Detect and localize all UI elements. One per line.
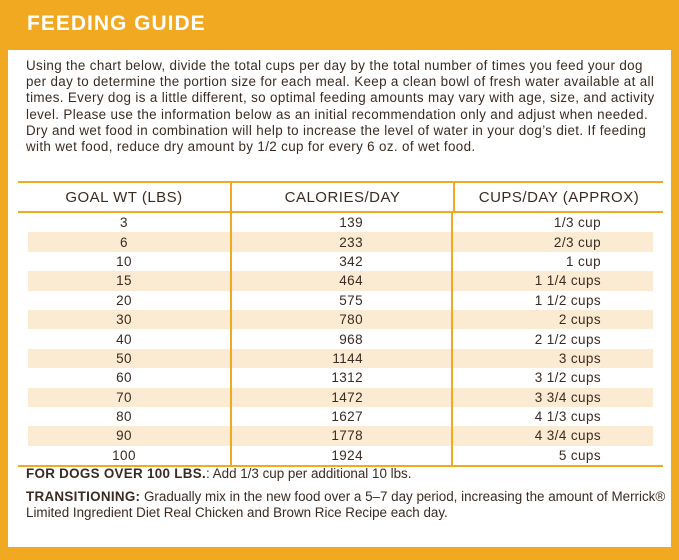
cell-calories: 342 xyxy=(232,251,453,272)
cell-cups: 4 1/3 cups xyxy=(534,409,601,425)
cell-cups: 5 cups xyxy=(558,447,601,463)
cell-goal-weight: 70 xyxy=(18,387,232,407)
cell-goal-weight: 30 xyxy=(18,309,232,330)
cell-calories: 1472 xyxy=(232,387,453,407)
header-calories: CALORIES/DAY xyxy=(232,183,455,211)
table-header: GOAL WT (LBS) CALORIES/DAY CUPS/DAY (APP… xyxy=(18,183,663,213)
header-cups: CUPS/DAY (APPROX) xyxy=(478,188,640,206)
page-title: FEEDING GUIDE xyxy=(27,12,206,35)
cell-calories: 233 xyxy=(232,232,453,252)
cell-goal-weight: 15 xyxy=(18,271,232,291)
cell-cups: 2 cups xyxy=(558,312,601,328)
cell-calories: 1144 xyxy=(232,348,453,369)
cell-goal-weight: 10 xyxy=(18,251,232,272)
transition-text: Gradually mix in the new food over a 5–7… xyxy=(26,489,666,520)
cell-cups: 2 1/2 cups xyxy=(534,331,601,347)
cell-goal-weight: 20 xyxy=(18,290,232,310)
cell-cups: 1 1/4 cups xyxy=(534,273,601,289)
cell-calories: 1778 xyxy=(232,426,453,446)
table-row: 80 1627 4 1/3 cups xyxy=(18,406,663,427)
table-row: 50 1144 3 cups xyxy=(18,348,663,369)
over-100-label: FOR DOGS OVER 100 LBS. xyxy=(26,466,206,481)
header-goal-weight: GOAL WT (LBS) xyxy=(18,183,232,211)
cell-cups: 3 cups xyxy=(558,350,601,366)
cell-cups: 4 3/4 cups xyxy=(534,428,601,444)
cell-calories: 139 xyxy=(232,213,453,233)
cell-calories: 1627 xyxy=(232,406,453,427)
cell-cups: 1 cup xyxy=(565,253,601,269)
cell-goal-weight: 3 xyxy=(18,213,232,233)
cell-goal-weight: 6 xyxy=(18,232,232,252)
table-row: 30 780 2 cups xyxy=(18,309,663,330)
cell-goal-weight: 40 xyxy=(18,329,232,349)
feeding-table: GOAL WT (LBS) CALORIES/DAY CUPS/DAY (APP… xyxy=(18,181,663,468)
cell-cups: 3 3/4 cups xyxy=(534,389,601,405)
cell-calories: 464 xyxy=(232,271,453,291)
intro-paragraph: Using the chart below, divide the total … xyxy=(26,58,655,155)
cell-goal-weight: 50 xyxy=(18,348,232,369)
cell-goal-weight: 60 xyxy=(18,368,232,388)
over-100-text: : Add 1/3 cup per additional 10 lbs. xyxy=(205,466,412,481)
table-row: 40 968 2 1/2 cups xyxy=(18,329,663,349)
table-row: 90 1778 4 3/4 cups xyxy=(18,426,663,446)
cell-calories: 968 xyxy=(232,329,453,349)
cell-cups: 2/3 cup xyxy=(553,234,601,250)
table-row: 3 139 1/3 cup xyxy=(18,213,663,233)
table-row: 6 233 2/3 cup xyxy=(18,232,663,252)
cell-goal-weight: 80 xyxy=(18,406,232,427)
content-panel xyxy=(8,50,671,547)
cell-cups: 1/3 cup xyxy=(553,215,601,231)
table-row: 20 575 1 1/2 cups xyxy=(18,290,663,310)
cell-calories: 780 xyxy=(232,309,453,330)
cell-goal-weight: 100 xyxy=(18,445,232,466)
table-row: 15 464 1 1/4 cups xyxy=(18,271,663,291)
cell-cups: 1 1/2 cups xyxy=(534,292,601,308)
cell-goal-weight: 90 xyxy=(18,426,232,446)
table-row: 10 342 1 cup xyxy=(18,251,663,272)
cell-calories: 1312 xyxy=(232,368,453,388)
cell-calories: 1924 xyxy=(232,445,453,466)
table-row: 70 1472 3 3/4 cups xyxy=(18,387,663,407)
notes: FOR DOGS OVER 100 LBS.: Add 1/3 cup per … xyxy=(26,466,666,528)
over-100-note: FOR DOGS OVER 100 LBS.: Add 1/3 cup per … xyxy=(26,466,666,482)
transition-note: TRANSITIONING: Gradually mix in the new … xyxy=(26,489,666,521)
cell-cups: 3 1/2 cups xyxy=(534,370,601,386)
table-row: 100 1924 5 cups xyxy=(18,445,663,466)
table-row: 60 1312 3 1/2 cups xyxy=(18,368,663,388)
cell-calories: 575 xyxy=(232,290,453,310)
transition-label: TRANSITIONING: xyxy=(26,489,141,504)
